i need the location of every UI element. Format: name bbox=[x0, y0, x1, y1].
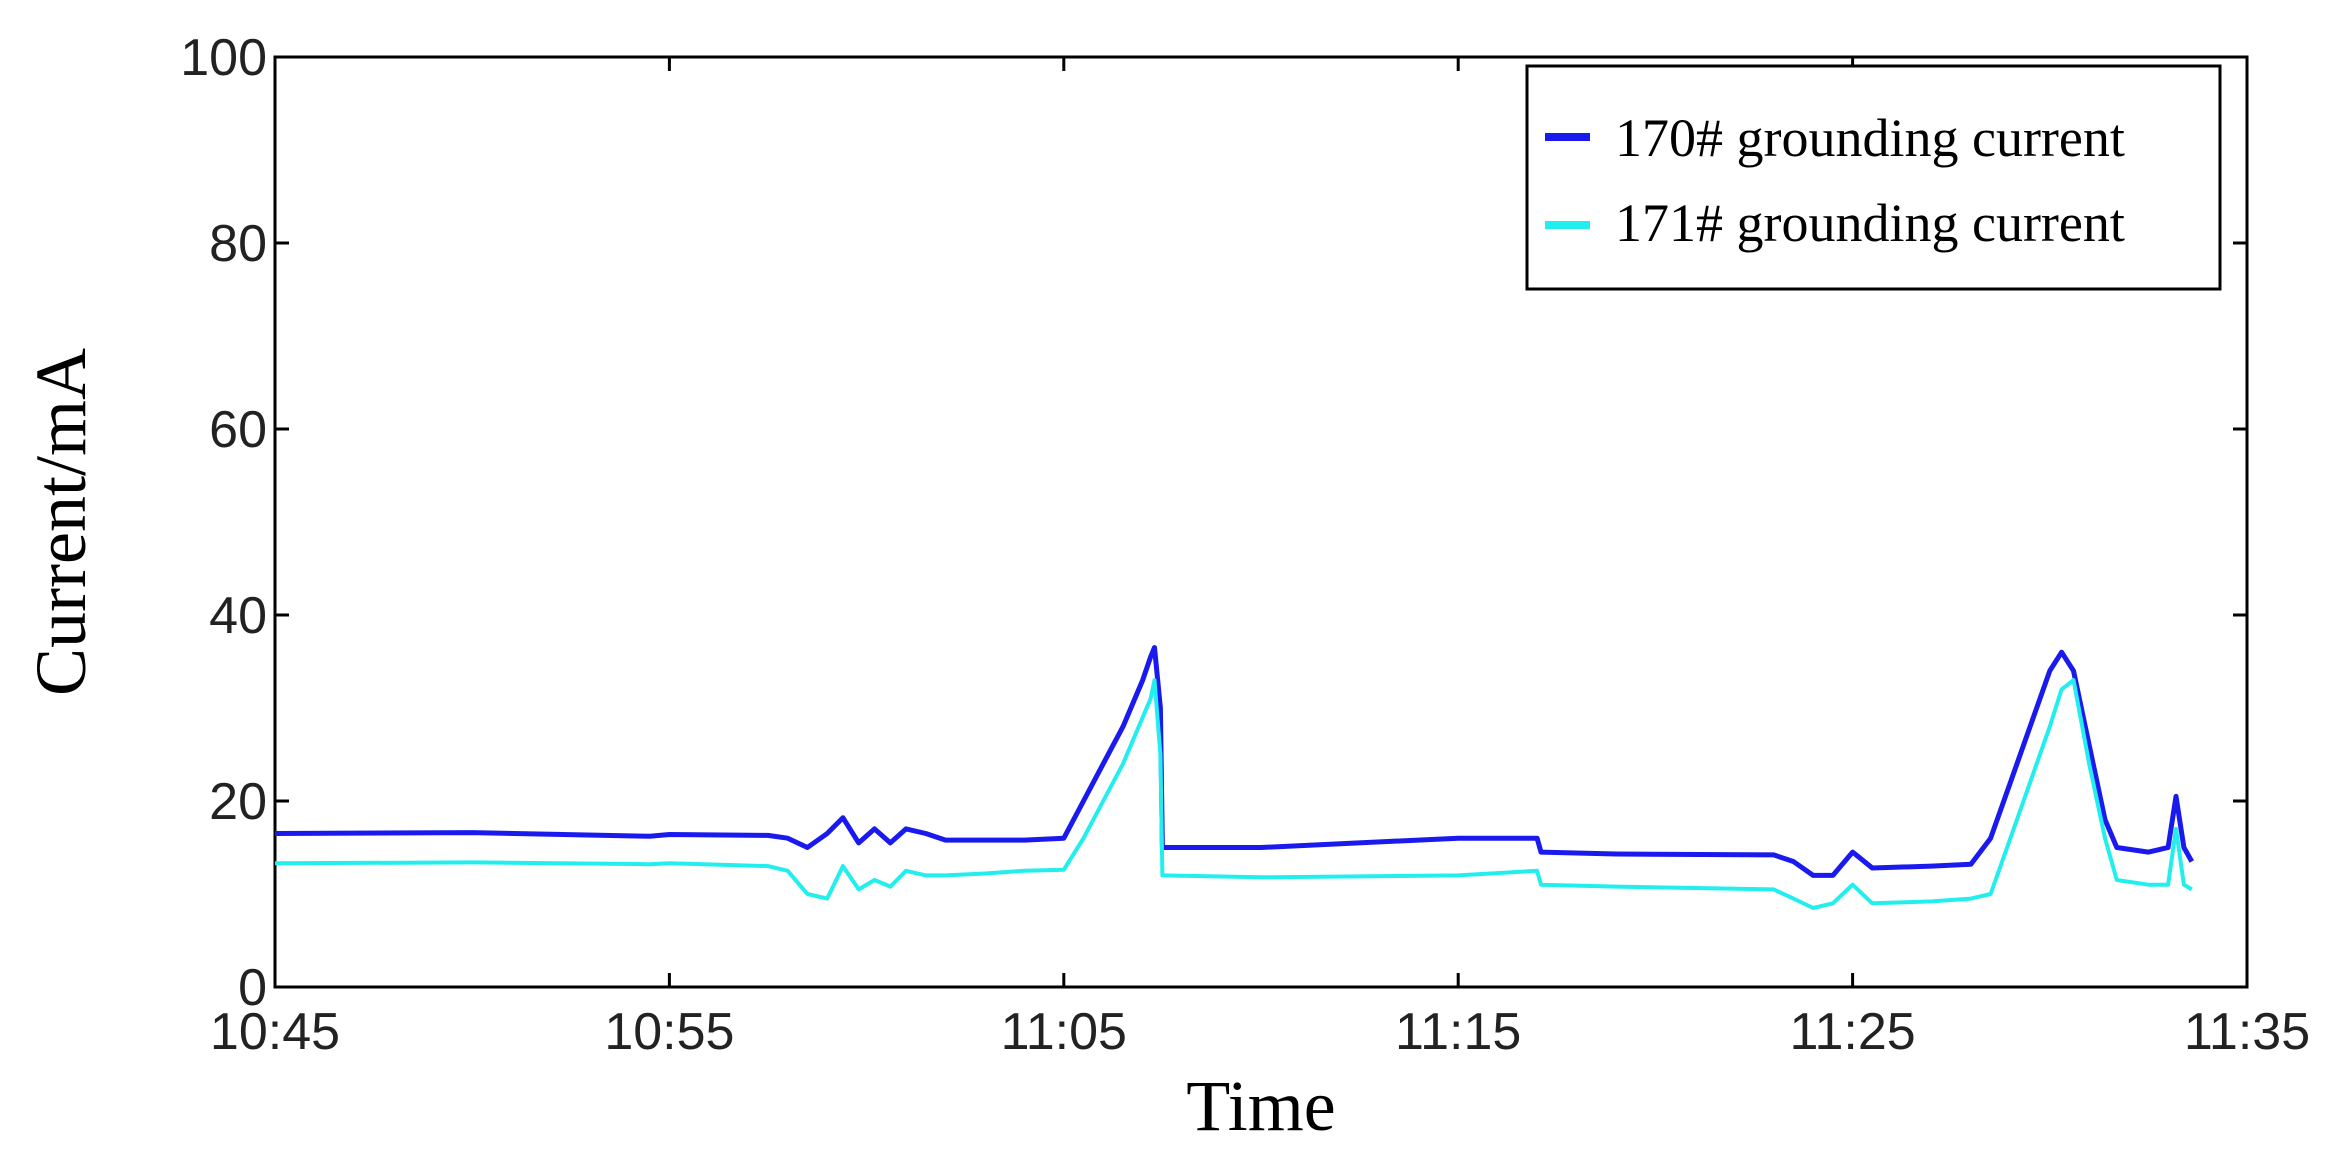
x-tick-labels: 10:45 10:55 11:05 11:15 11:25 11:35 bbox=[210, 1003, 2310, 1061]
y-axis-title: Current/mA bbox=[21, 348, 101, 696]
x-tick-label: 10:55 bbox=[604, 1003, 734, 1061]
plot-frame bbox=[273, 55, 2249, 989]
x-tick-label: 10:45 bbox=[210, 1003, 340, 1061]
series-lines bbox=[274, 645, 2194, 910]
y-tick-labels: 0 20 40 60 80 100 bbox=[180, 29, 267, 1017]
y-tick-marks bbox=[275, 55, 2247, 989]
series-line-171 bbox=[274, 678, 2193, 910]
y-tick-label: 40 bbox=[209, 587, 267, 645]
x-tick-label: 11:25 bbox=[1789, 1003, 1915, 1061]
y-tick-label: 0 bbox=[238, 959, 267, 1017]
legend-box bbox=[1525, 64, 2222, 291]
y-tick-label: 60 bbox=[209, 401, 267, 459]
y-tick-label: 80 bbox=[209, 215, 267, 273]
legend: 170# grounding current 171# grounding cu… bbox=[1525, 64, 2222, 291]
legend-label-171: 171# grounding current bbox=[1615, 193, 2125, 253]
x-tick-label: 11:35 bbox=[2184, 1003, 2310, 1061]
legend-label-170: 170# grounding current bbox=[1615, 108, 2125, 168]
x-axis-title: Time bbox=[1186, 1066, 1335, 1146]
series-line-170 bbox=[274, 645, 2194, 878]
x-tick-label: 11:05 bbox=[1001, 1003, 1127, 1061]
y-tick-label: 100 bbox=[180, 29, 267, 87]
y-tick-label: 20 bbox=[209, 773, 267, 831]
x-tick-label: 11:15 bbox=[1395, 1003, 1521, 1061]
